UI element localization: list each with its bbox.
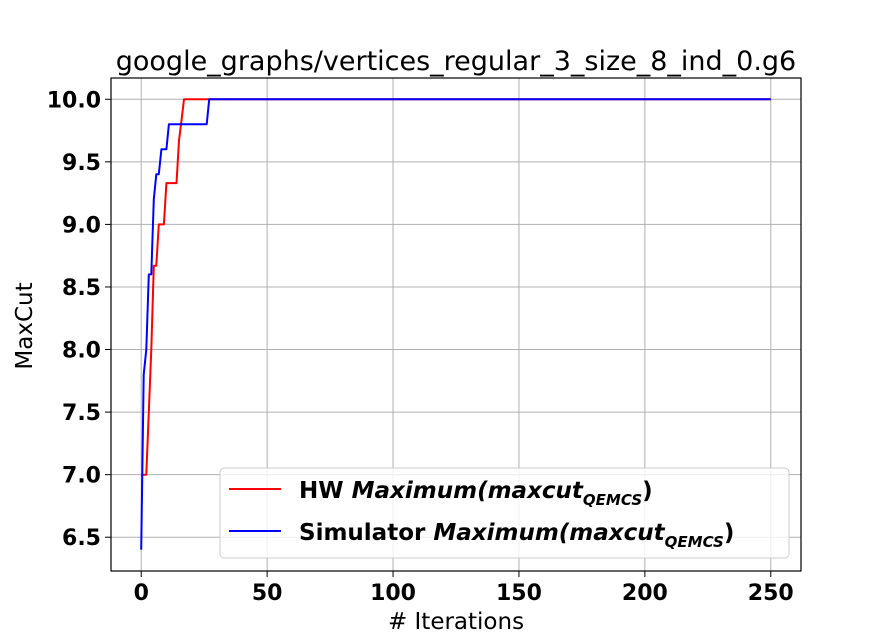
x-ticks: 0 50 100 150 200 250 <box>134 571 794 606</box>
chart-title: google_graphs/vertices_regular_3_size_8_… <box>116 46 796 77</box>
x-tick-label: 100 <box>370 581 416 606</box>
y-axis-label: MaxCut <box>12 282 38 369</box>
plot-frame <box>110 77 802 572</box>
y-tick-label: 8.5 <box>62 276 101 301</box>
y-tick-label: 10.0 <box>47 88 101 113</box>
y-tick-label: 9.0 <box>62 213 101 238</box>
x-tick-label: 250 <box>748 581 794 606</box>
simulator-series-line <box>140 98 771 550</box>
x-tick-label: 200 <box>622 581 668 606</box>
x-axis-label: # Iterations <box>388 609 524 635</box>
x-tick-label: 150 <box>496 581 542 606</box>
y-ticks: 6.5 7.0 7.5 8.0 8.5 9.0 9.5 10.0 <box>47 88 111 551</box>
legend-box <box>219 467 790 559</box>
y-tick-label: 7.5 <box>62 401 101 426</box>
legend-entry-hw: HW Maximum(maxcutQEMCS) <box>299 478 653 509</box>
x-tick-label: 0 <box>134 581 149 606</box>
y-tick-label: 6.5 <box>62 526 101 551</box>
x-tick-label: 50 <box>252 581 283 606</box>
y-tick-label: 7.0 <box>62 464 101 489</box>
legend: HW Maximum(maxcutQEMCS) Simulator Maximu… <box>219 467 790 559</box>
y-tick-label: 8.0 <box>62 339 101 364</box>
series-lines <box>140 98 771 550</box>
y-tick-label: 9.5 <box>62 151 101 176</box>
legend-entry-simulator: Simulator Maximum(maxcutQEMCS) <box>299 520 734 551</box>
